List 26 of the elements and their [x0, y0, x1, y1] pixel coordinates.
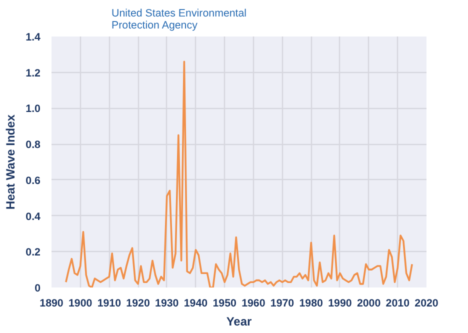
y-tick-label: 0.4: [26, 210, 41, 223]
x-tick-label: 1970: [270, 298, 294, 310]
x-tick-label: 1890: [40, 298, 64, 310]
x-tick-label: 1960: [242, 298, 266, 310]
x-tick-label: 2010: [386, 298, 410, 310]
y-tick-label: 1.4: [26, 32, 41, 44]
x-tick-label: 1900: [68, 298, 92, 310]
x-tick-label: 1950: [212, 298, 237, 310]
x-tick-label: 1910: [97, 298, 122, 310]
y-tick-label: 1.2: [26, 67, 41, 80]
x-tick-label: 1920: [126, 298, 150, 310]
y-tick-label: 0: [34, 282, 41, 294]
x-axis-title: Year: [226, 314, 252, 328]
line-series: [65, 60, 413, 288]
x-tick-label: 2000: [356, 298, 381, 310]
y-tick-label: 0.2: [26, 246, 41, 259]
x-tick-label: 2020: [414, 298, 438, 310]
y-tick-label: 1.0: [26, 103, 41, 116]
x-tick-label: 1930: [155, 298, 179, 310]
y-tick-label: 0.8: [26, 139, 41, 152]
x-tick-label: 1990: [328, 298, 352, 310]
x-tick-label: 1940: [184, 298, 208, 310]
y-axis-title: Heat Wave Index: [4, 114, 18, 210]
x-tick-label: 1980: [299, 298, 324, 310]
text: United States Environmental Protection Agency: [112, 8, 247, 32]
y-tick-label: 0.6: [26, 174, 41, 187]
